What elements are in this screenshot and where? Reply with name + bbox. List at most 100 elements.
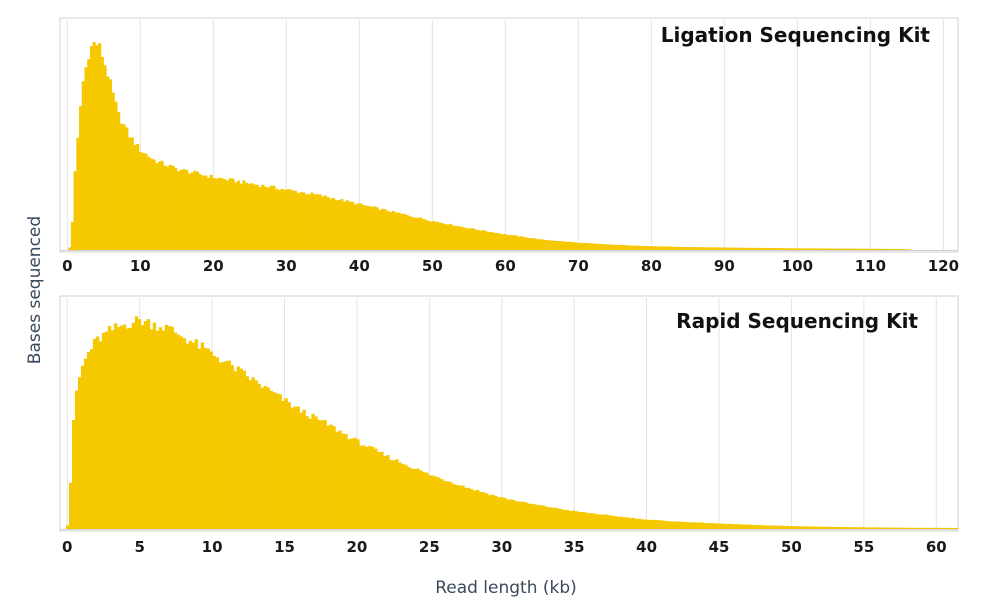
ligation-kit-bar [367, 206, 371, 250]
ligation-kit-bar [343, 201, 347, 250]
ligation-kit-panel: 0 10 20 30 40 50 60 70 80 90 100 110 120 Ligation Se… [59, 17, 959, 275]
ligation-kit-bar [563, 241, 567, 250]
ligation-kit-bar [391, 210, 396, 250]
ligation-kit-bar [903, 249, 907, 250]
rapid-kit-bar [949, 527, 953, 529]
rapid-kit-bar [889, 527, 893, 529]
ligation-kit-bar [299, 192, 303, 250]
rapid-kit-bar [128, 327, 133, 529]
rapid-kit-bar [212, 355, 216, 529]
rapid-kit-bar [691, 522, 695, 529]
rapid-kit-bar [622, 517, 627, 529]
rapid-kit-bar [529, 503, 534, 529]
rapid-kit-bar [479, 492, 483, 529]
rapid-kit-bar [272, 392, 276, 529]
ligation-kit-bar [792, 248, 796, 250]
ligation-kit-bar [680, 246, 684, 250]
rapid-kit-bar [134, 316, 139, 529]
rapid-kit-bar [586, 513, 591, 529]
rapid-kit-bar [937, 527, 941, 529]
ligation-kit-bar [753, 247, 757, 250]
rapid-kit-bar [511, 499, 516, 529]
rapid-kit-bar [556, 508, 561, 529]
ligation-kit-bar [479, 230, 483, 250]
rapid-kit-bar [332, 426, 336, 529]
ligation-kit-bar [851, 248, 855, 250]
rapid-kit-bar [302, 409, 306, 529]
y-axis-label: Bases sequenced [25, 216, 45, 364]
rapid-kit-bar [700, 522, 704, 529]
ligation-kit-bar [73, 171, 77, 250]
ligation-kit-bar [413, 217, 417, 250]
rapid-kit-bar [544, 506, 549, 529]
rapid-kit-bar [763, 525, 767, 529]
ligation-kit-bar [332, 198, 336, 250]
ligation-kit-bar [514, 235, 518, 250]
ligation-kit-bar [307, 194, 311, 250]
rapid-kit-bar [398, 462, 402, 529]
rapid-kit-frame [59, 295, 959, 532]
rapid-kit-bar [221, 361, 225, 529]
ligation-kit-bar [345, 200, 349, 250]
rapid-kit-bar [242, 370, 246, 529]
ligation-kit-bar [421, 218, 425, 250]
ligation-kit-bar [245, 182, 249, 250]
rapid-kit-bar [101, 332, 106, 529]
rapid-kit-bar [604, 514, 609, 529]
ligation-kit-bar [174, 167, 178, 250]
ligation-kit-bar [517, 236, 521, 250]
ligation-kit-bar [906, 249, 910, 250]
ligation-kit-bar [130, 137, 134, 250]
ligation-kit-bar [734, 247, 738, 250]
rapid-kit-bar [260, 387, 264, 529]
rapid-kit-bar [200, 342, 205, 529]
ligation-kit-bar [781, 248, 785, 250]
rapid-kit-bar [446, 481, 450, 529]
ligation-kit-bar [536, 239, 540, 250]
rapid-kit-bar [787, 525, 791, 529]
ligation-kit-tick-label: 0 [62, 257, 72, 275]
ligation-kit-bar [138, 152, 142, 250]
ligation-kit-bar [348, 201, 352, 250]
ligation-kit-bar [503, 234, 507, 250]
ligation-kit-bar [860, 248, 864, 250]
rapid-kit-bar [892, 527, 896, 529]
ligation-kit-bar [623, 245, 627, 250]
ligation-kit-bar [144, 153, 148, 250]
rapid-kit-bar [227, 360, 231, 529]
rapid-kit-bar [89, 349, 94, 529]
rapid-kit-bar [173, 332, 178, 529]
ligation-kit-bar [288, 189, 292, 250]
ligation-kit-bar [881, 248, 885, 250]
ligation-kit-bar [577, 242, 581, 250]
rapid-kit-bar [167, 326, 172, 529]
rapid-kit-bar [452, 484, 456, 529]
rapid-kit-bar [517, 501, 522, 529]
ligation-kit-bar [81, 81, 85, 250]
rapid-kit-bar [784, 525, 788, 529]
rapid-kit-bar [239, 368, 243, 529]
ligation-kit-bar [95, 45, 99, 250]
rapid-kit-bar [631, 517, 636, 529]
ligation-kit-bar [726, 247, 730, 250]
ligation-kit-bar [669, 246, 673, 250]
rapid-kit-bar [664, 521, 668, 529]
rapid-kit-bar [371, 446, 375, 529]
rapid-kit-bar [356, 439, 360, 529]
ligation-kit-bar [647, 246, 651, 250]
ligation-kit-bar [84, 67, 88, 251]
rapid-kit-bar [266, 387, 270, 529]
rapid-kit-bar [739, 524, 743, 529]
ligation-kit-bar [87, 59, 91, 251]
ligation-kit-bar [759, 247, 763, 250]
ligation-kit-bar [840, 248, 845, 250]
ligation-kit-bar [370, 206, 374, 250]
ligation-kit-bar [98, 43, 102, 251]
rapid-kit-bar [455, 484, 459, 529]
rapid-kit-bar [503, 497, 507, 529]
rapid-kit-bar [317, 419, 321, 529]
rapid-kit-bar [940, 527, 944, 529]
rapid-kit-bar [155, 330, 160, 529]
ligation-kit-bar [495, 232, 499, 250]
rapid-kit-bar [772, 525, 776, 529]
